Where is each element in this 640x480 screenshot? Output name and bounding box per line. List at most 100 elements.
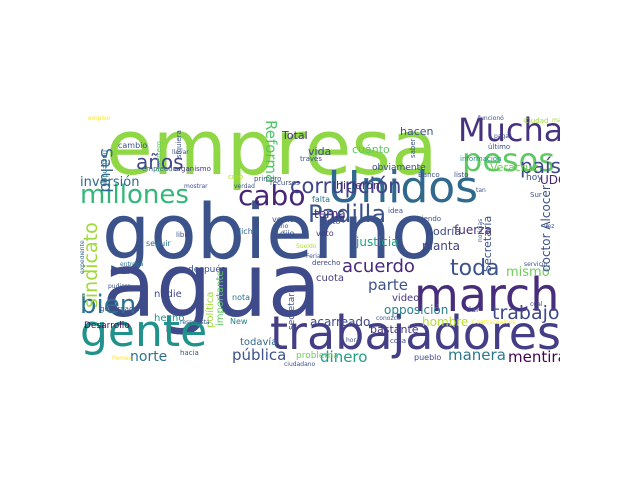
word-sueldo: Sueldo [296, 243, 317, 250]
word-hicieron: hicieron [336, 179, 380, 192]
word-terna: terna [314, 207, 346, 221]
word-podria: podría [426, 225, 462, 238]
word-hora: hora [346, 337, 360, 344]
word-pais: país [520, 154, 560, 178]
word-oposicion: opposición [384, 303, 449, 317]
word-falta: falta [312, 195, 330, 204]
word-informacion: información [460, 155, 502, 163]
word-cosa: cosa [390, 337, 407, 345]
word-respuesta: respuesta [180, 319, 210, 326]
word-ciudad: Ciudad [524, 117, 549, 125]
word-pemex: Pemex [112, 355, 133, 362]
word-siendo: siendo [418, 215, 442, 223]
word-vida: vida [308, 145, 332, 158]
word-padilla: Padilla [308, 200, 387, 228]
word-entrega: entrega [120, 261, 144, 268]
word-seguir: seguir [146, 239, 171, 248]
word-udg: UDG [540, 173, 560, 187]
word-bien: bien [80, 290, 137, 320]
word-coatzacoalcos: Coatzacoalcos [472, 319, 516, 326]
word-llevar: llevar [172, 149, 189, 156]
word-gobierno: gobierno [102, 187, 438, 276]
word-cloud: gobierno agua empresa trabajadores march… [80, 112, 560, 368]
word-mentira: mentira [508, 348, 560, 366]
word-hacia: hacia [180, 349, 199, 357]
word-banco: Banco [418, 171, 440, 179]
word-mostrar: mostrar [184, 183, 208, 190]
word-listo: listo [454, 171, 469, 179]
word-inversion: inversión [80, 175, 140, 190]
word-haciendo: haciendo [101, 150, 109, 182]
word-dicho: dicho [236, 227, 258, 236]
word-ultimo: último [488, 143, 511, 151]
word-muchas: Muchas [458, 112, 560, 149]
word-gente: gente [80, 306, 208, 357]
word-parte: parte [368, 276, 408, 294]
word-corrupcion: corrupción [290, 174, 402, 198]
word-noticias: noticias [477, 218, 484, 242]
word-trabajo: trabajo [492, 302, 560, 324]
word-expediente: expediente [80, 240, 86, 274]
word-vez: vez [544, 223, 555, 230]
word-todavia: todavía [240, 337, 278, 348]
word-ciudadano: ciudadano [284, 361, 316, 368]
word-desarrollo: Desarrollo [84, 321, 130, 331]
word-cabo: cabo [238, 179, 306, 212]
word-manera: manera [448, 346, 506, 364]
word-new: New [230, 317, 248, 326]
word-fuerza: fuerza [454, 223, 492, 237]
word-pagar: pagar [494, 133, 512, 140]
word-total: Total [282, 129, 308, 142]
word-agua: agua [102, 234, 322, 337]
word-pesos: pesos [462, 141, 555, 179]
word-problema: problema [296, 351, 339, 361]
word-dar: dar [466, 305, 480, 314]
word-voto: voto [316, 229, 334, 238]
word-cuanto: cuánto [352, 143, 390, 156]
word-video: video [392, 293, 420, 304]
word-acarreado: acarreado [310, 315, 371, 329]
word-pudiera: pudiera [108, 283, 131, 290]
word-pueblo: pueblo [414, 353, 442, 362]
word-idea: idea [388, 207, 403, 215]
word-empleados: empleados [142, 165, 181, 173]
word-feria: Feria [306, 253, 321, 260]
word-recursos: recursos [270, 179, 300, 187]
word-organismo: organismo [174, 165, 211, 173]
word-hombre: hombre [422, 315, 469, 329]
word-primero: primero [254, 175, 282, 183]
word-libre: libre [176, 231, 192, 239]
word-acuerdo: acuerdo [342, 256, 415, 277]
word-anos: años [136, 150, 184, 174]
word-servicio: servicio [524, 261, 548, 268]
word-publica: pública [232, 346, 287, 364]
word-sur: Sur [530, 191, 542, 199]
word-toda: toda [450, 256, 500, 281]
word-tan: tan [476, 187, 486, 194]
word-veracruz: Veracruz [490, 161, 539, 174]
word-manana: mañana [552, 117, 560, 124]
word-importante: importante [215, 270, 226, 326]
word-despues: después [188, 265, 226, 275]
word-dinero: dinero [320, 348, 368, 366]
word-empleo: empleo [88, 115, 111, 122]
word-hoy: hoy [526, 173, 543, 183]
word-justicia: justicia [356, 235, 399, 249]
word-norte: norte [130, 349, 168, 365]
word-dijo: dijo [280, 229, 295, 238]
word-sino: sino [276, 223, 289, 230]
word-hecho: hecho [154, 313, 185, 324]
word-empresa: empresa [106, 112, 438, 192]
word-guerrero: Guerrero [155, 141, 163, 172]
word-secretario: secretario [287, 285, 297, 330]
word-cambio: cambio [118, 141, 148, 150]
word-trabajadores: trabajadores [270, 306, 560, 360]
word-funciono: funcionó [478, 115, 504, 122]
word-planta: planta [422, 239, 460, 253]
word-bastante: bastante [370, 323, 419, 336]
word-creo: creo [228, 173, 244, 181]
word-derecho: derecho [312, 259, 341, 267]
word-cual: cual [530, 301, 543, 308]
word-nota: nota [232, 293, 251, 302]
word-conozco: conozco [376, 315, 401, 322]
